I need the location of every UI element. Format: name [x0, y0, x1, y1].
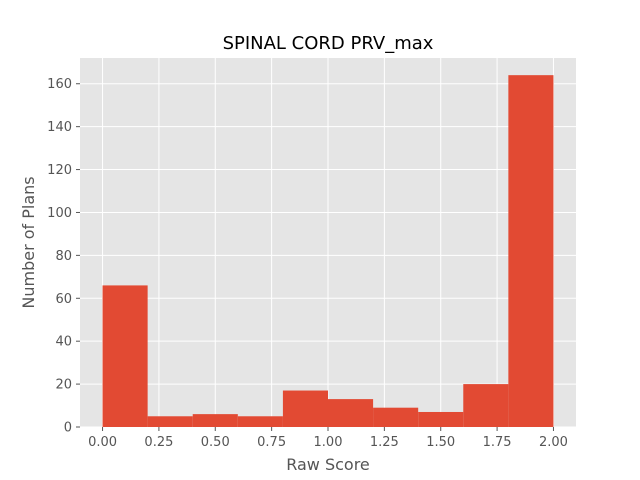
x-tick-label: 0.00	[88, 435, 117, 450]
y-axis-label: Number of Plans	[19, 176, 38, 308]
y-tick-label: 120	[47, 163, 72, 178]
histogram-bar	[508, 75, 554, 428]
x-tick-label: 1.50	[426, 435, 455, 450]
histogram-bar	[373, 407, 419, 427]
y-tick-label: 140	[47, 120, 72, 135]
bars	[102, 75, 554, 428]
y-axis-ticks: 0 20 40 60 80 100 120 140 160	[47, 77, 80, 436]
histogram-bar	[237, 416, 283, 427]
histogram-bar	[418, 411, 464, 427]
x-tick-label: 0.50	[201, 435, 230, 450]
histogram-bar	[463, 384, 509, 427]
x-tick-label: 0.75	[257, 435, 286, 450]
x-tick-label: 1.25	[370, 435, 399, 450]
histogram-bar	[328, 399, 374, 427]
x-axis-label: Raw Score	[286, 455, 370, 474]
y-tick-label: 160	[47, 77, 72, 92]
x-tick-label: 1.00	[314, 435, 343, 450]
y-tick-label: 60	[55, 292, 72, 307]
chart-title: SPINAL CORD PRV_max	[223, 33, 434, 54]
x-axis-ticks: 0.00 0.25 0.50 0.75 1.00 1.25 1.50 1.75 2.00	[88, 427, 568, 450]
x-tick-label: 2.00	[539, 435, 568, 450]
x-tick-label: 0.25	[144, 435, 173, 450]
histogram-bar	[147, 416, 193, 427]
y-tick-label: 40	[55, 335, 72, 350]
y-tick-label: 80	[55, 249, 72, 264]
histogram-bar	[102, 285, 148, 427]
histogram-bar	[192, 414, 238, 427]
y-tick-label: 20	[55, 378, 72, 393]
y-tick-label: 0	[64, 421, 72, 436]
y-tick-label: 100	[47, 206, 72, 221]
x-tick-label: 1.75	[483, 435, 512, 450]
histogram-bar	[282, 390, 328, 427]
